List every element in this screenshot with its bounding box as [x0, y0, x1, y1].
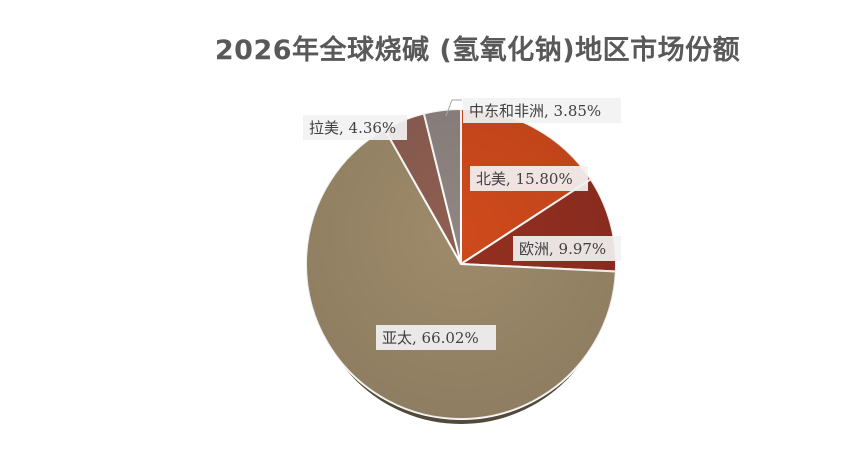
data-label-4: 中东和非洲, 3.85%	[469, 102, 601, 120]
pie-shading	[306, 109, 616, 419]
data-label-0: 北美, 15.80%	[476, 170, 573, 188]
chart-title: 2026年全球烧碱 (氢氧化钠)地区市场份额	[214, 35, 741, 66]
data-label-1: 欧洲, 9.97%	[519, 240, 606, 258]
data-label-box-1	[513, 236, 621, 261]
data-label-3: 拉美, 4.36%	[309, 119, 396, 137]
data-label-box-3	[303, 115, 407, 140]
data-label-box-2	[376, 325, 496, 350]
label-leader-line-4	[445, 99, 462, 117]
data-label-box-4	[463, 98, 621, 123]
data-label-box-0	[470, 166, 588, 191]
data-label-2: 亚太, 66.02%	[382, 329, 479, 347]
